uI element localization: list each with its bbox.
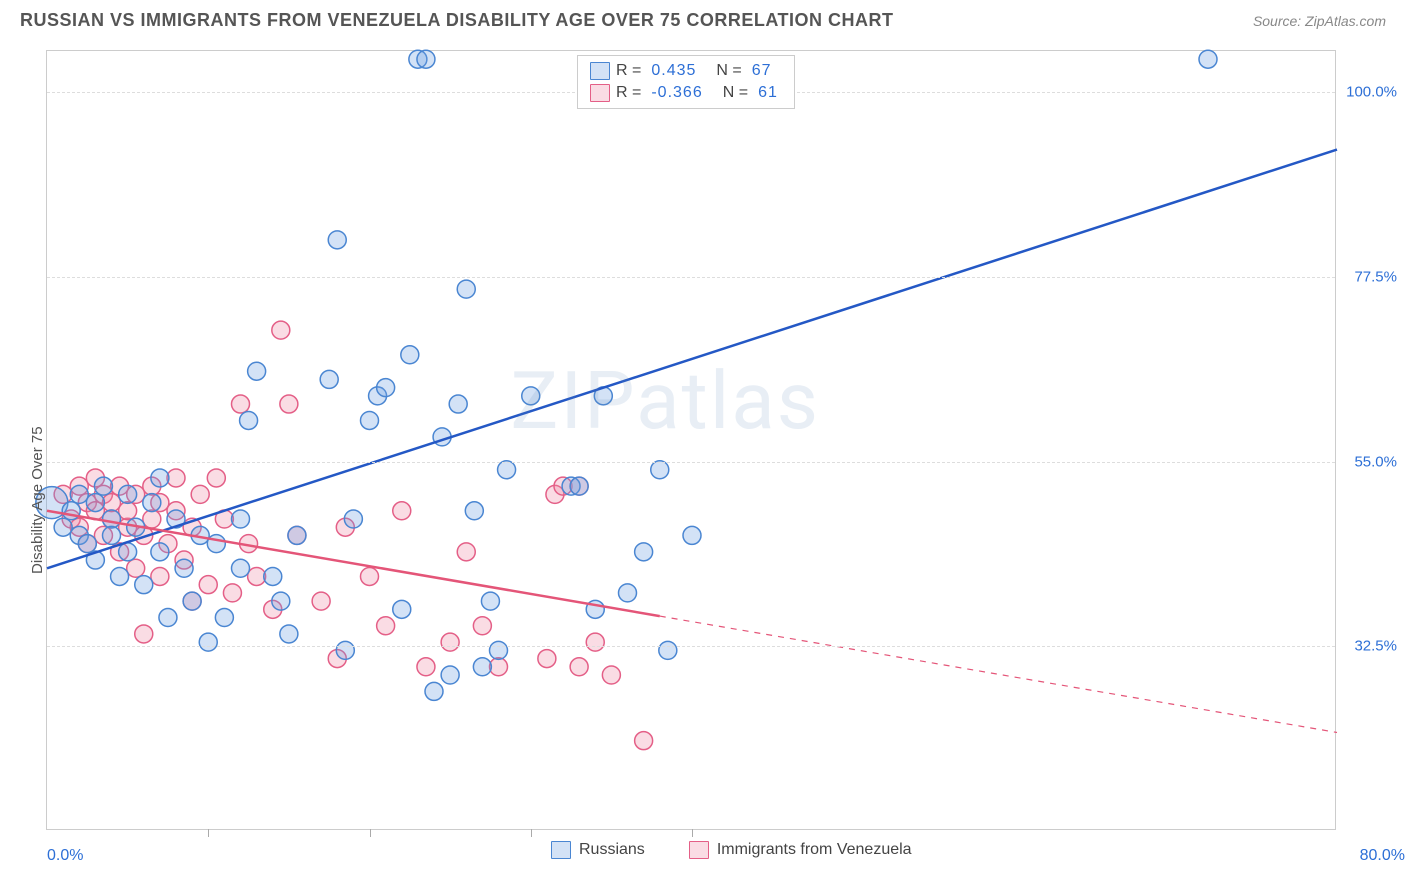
- legend-item-venezuela: Immigrants from Venezuela: [685, 841, 916, 859]
- n-label: N =: [723, 84, 748, 102]
- swatch-venezuela: [590, 84, 610, 102]
- y-axis-title: Disability Age Over 75: [29, 426, 46, 574]
- stats-row-venezuela: R = -0.366 N = 61: [588, 82, 780, 104]
- source-label: Source: ZipAtlas.com: [1253, 13, 1386, 29]
- y-tick-label: 32.5%: [1343, 638, 1397, 655]
- r-label: R =: [616, 84, 641, 102]
- swatch-venezuela: [689, 841, 709, 859]
- legend-item-russians: Russians: [547, 841, 649, 859]
- r-value-russians: 0.435: [651, 62, 696, 80]
- swatch-russians: [551, 841, 571, 859]
- legend-label-russians: Russians: [579, 841, 645, 859]
- chart-title: RUSSIAN VS IMMIGRANTS FROM VENEZUELA DIS…: [20, 10, 894, 31]
- y-tick-label: 100.0%: [1343, 84, 1397, 101]
- plot-area: ZIPatlas 0.0% 80.0% Disability Age Over …: [46, 50, 1336, 830]
- n-value-russians: 67: [752, 62, 772, 80]
- y-tick-label: 77.5%: [1343, 268, 1397, 285]
- chart-header: RUSSIAN VS IMMIGRANTS FROM VENEZUELA DIS…: [0, 0, 1406, 37]
- x-max-label: 80.0%: [1360, 847, 1405, 865]
- y-tick-label: 55.0%: [1343, 453, 1397, 470]
- r-label: R =: [616, 62, 641, 80]
- r-value-venezuela: -0.366: [651, 84, 702, 102]
- stats-row-russians: R = 0.435 N = 67: [588, 60, 780, 82]
- series-legend: Russians Immigrants from Venezuela: [547, 841, 916, 859]
- n-value-venezuela: 61: [758, 84, 778, 102]
- x-min-label: 0.0%: [47, 847, 83, 865]
- legend-label-venezuela: Immigrants from Venezuela: [717, 841, 912, 859]
- chart-svg: [47, 51, 1335, 829]
- n-label: N =: [716, 62, 741, 80]
- stats-legend-box: R = 0.435 N = 67 R = -0.366 N = 61: [577, 55, 795, 109]
- swatch-russians: [590, 62, 610, 80]
